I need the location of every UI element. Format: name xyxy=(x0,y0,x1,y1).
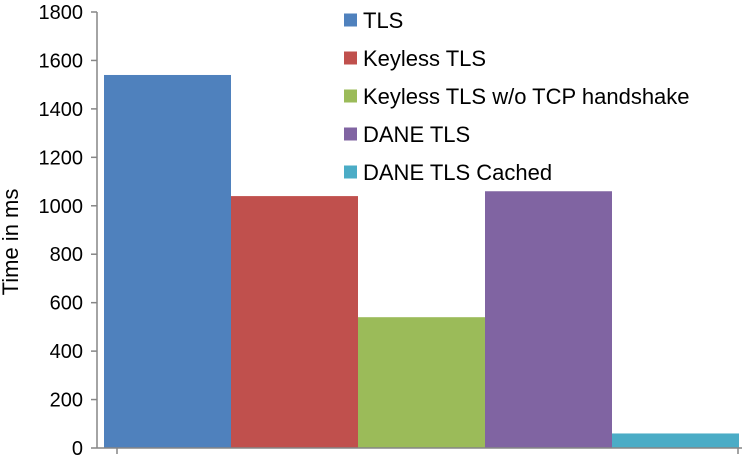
legend-swatch xyxy=(344,51,357,65)
legend-label: Keyless TLS xyxy=(363,46,486,71)
y-axis-title: Time in ms xyxy=(0,189,23,296)
legend: TLS Keyless TLS Keyless TLS w/o TCP handsh… xyxy=(344,8,690,185)
y-tick-label: 200 xyxy=(50,390,83,412)
bar-dane-tls xyxy=(485,191,612,448)
axes-layer xyxy=(96,12,742,449)
y-tick-label: 800 xyxy=(50,244,83,266)
y-tick-label: 1400 xyxy=(39,99,84,121)
legend-swatch xyxy=(344,13,357,27)
y-tick-label: 1800 xyxy=(39,2,84,24)
y-ticks: 0 200 400 600 800 1000 1200 1400 1600 1800 xyxy=(39,2,739,456)
bar-keyless-tls-w-o-tcp-handshake xyxy=(358,317,485,448)
y-tick-label: 0 xyxy=(72,438,83,456)
legend-swatch xyxy=(344,127,357,141)
bar-keyless-tls xyxy=(231,196,358,448)
y-tick-label: 400 xyxy=(50,341,83,363)
y-tick-label: 600 xyxy=(50,293,83,315)
y-tick-label: 1000 xyxy=(39,196,84,218)
legend-label: DANE TLS Cached xyxy=(363,160,552,185)
legend-swatch xyxy=(344,89,357,103)
bar-tls xyxy=(104,74,231,448)
y-tick-label: 1200 xyxy=(39,147,84,169)
legend-swatch xyxy=(344,165,357,179)
legend-label: TLS xyxy=(363,8,403,33)
y-tick-label: 1600 xyxy=(39,50,84,72)
bars-layer xyxy=(104,74,739,448)
bar-dane-tls-cached xyxy=(612,433,739,448)
legend-label: Keyless TLS w/o TCP handshake xyxy=(363,84,690,109)
legend-label: DANE TLS xyxy=(363,122,470,147)
